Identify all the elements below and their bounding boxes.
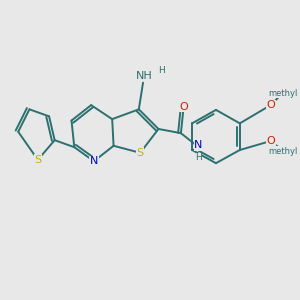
Text: NH: NH — [136, 71, 153, 81]
Text: N: N — [194, 140, 202, 150]
Text: O: O — [266, 136, 275, 146]
Text: methyl: methyl — [268, 89, 298, 98]
Text: methyl: methyl — [268, 147, 298, 156]
Text: H: H — [195, 153, 202, 162]
Text: O: O — [266, 100, 275, 110]
Text: H: H — [158, 66, 165, 75]
Text: O: O — [179, 101, 188, 112]
Text: S: S — [34, 155, 41, 165]
Text: N: N — [90, 156, 98, 166]
Text: S: S — [137, 148, 144, 158]
